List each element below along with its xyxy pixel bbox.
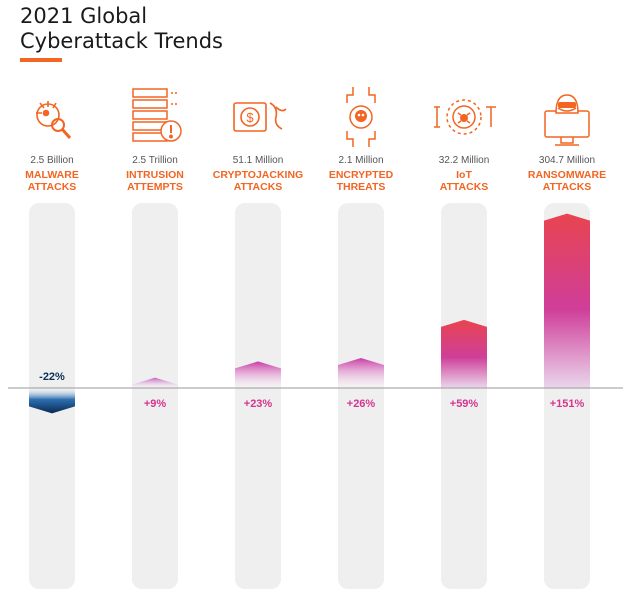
title-line-1: 2021 Global	[20, 4, 148, 28]
ransomware-value-label: +151%	[550, 398, 585, 410]
cryptojacking-label-1: CRYPTOJACKING	[213, 169, 303, 181]
ransomware-label-1: RANSOMWARE	[528, 169, 606, 181]
intrusion-value-label: +9%	[144, 398, 167, 410]
title-line-2: Cyberattack Trends	[20, 29, 223, 53]
iot-value-label: +59%	[450, 398, 479, 410]
ransomware-icon	[544, 94, 590, 146]
title-accent-bar	[20, 58, 62, 62]
malware-label-2: ATTACKS	[28, 181, 77, 193]
ransomware-bar	[544, 213, 590, 388]
encrypted-value-label: +26%	[347, 398, 376, 410]
intrusion-total: 2.5 Trillion	[132, 155, 178, 166]
ransomware-total: 304.7 Million	[539, 155, 595, 166]
intrusion-bar	[132, 377, 178, 388]
column-iot: 32.2 Million IoT ATTACKS +59%	[434, 99, 496, 589]
column-cryptojacking: $ 51.1 Million CRYPTOJACKING ATTACKS +23…	[213, 102, 303, 589]
chart-title: 2021 Global Cyberattack Trends	[20, 4, 223, 54]
encrypted-bar	[338, 357, 384, 388]
cryptojacking-track	[235, 203, 281, 589]
encrypted-threat-icon	[346, 87, 376, 147]
ransomware-label-2: ATTACKS	[543, 181, 592, 193]
encrypted-track	[338, 203, 384, 589]
malware-total: 2.5 Billion	[30, 155, 73, 166]
column-intrusion: 2.5 Trillion INTRUSION ATTEMPTS +9%	[126, 88, 184, 589]
server-alert-icon	[132, 88, 182, 142]
intrusion-label-1: INTRUSION	[126, 169, 184, 181]
cryptojacking-bar	[235, 361, 281, 388]
malware-value-label: -22%	[39, 371, 65, 383]
iot-label-2: ATTACKS	[440, 181, 489, 193]
intrusion-label-2: ATTEMPTS	[127, 181, 183, 193]
malware-label-1: MALWARE	[25, 169, 79, 181]
iot-bar	[441, 319, 487, 388]
encrypted-total: 2.1 Million	[338, 155, 383, 166]
encrypted-label-1: ENCRYPTED	[329, 169, 394, 181]
column-encrypted: 2.1 Million ENCRYPTED THREATS +26%	[329, 87, 394, 589]
encrypted-label-2: THREATS	[337, 181, 386, 193]
intrusion-track	[132, 203, 178, 589]
iot-label-1: IoT	[456, 169, 472, 181]
column-ransomware: 304.7 Million RANSOMWARE ATTACKS +151%	[528, 94, 606, 589]
cryptojacking-icon: $	[233, 102, 287, 132]
svg-text:$: $	[246, 110, 254, 125]
malware-bar	[29, 388, 75, 414]
cryptojacking-value-label: +23%	[244, 398, 273, 410]
column-malware: 2.5 Billion MALWARE ATTACKS -22%	[25, 101, 79, 589]
iot-icon	[434, 99, 496, 135]
malware-icon	[36, 101, 72, 139]
iot-track	[441, 203, 487, 589]
iot-total: 32.2 Million	[439, 155, 490, 166]
cryptojacking-total: 51.1 Million	[233, 155, 284, 166]
cryptojacking-label-2: ATTACKS	[234, 181, 283, 193]
